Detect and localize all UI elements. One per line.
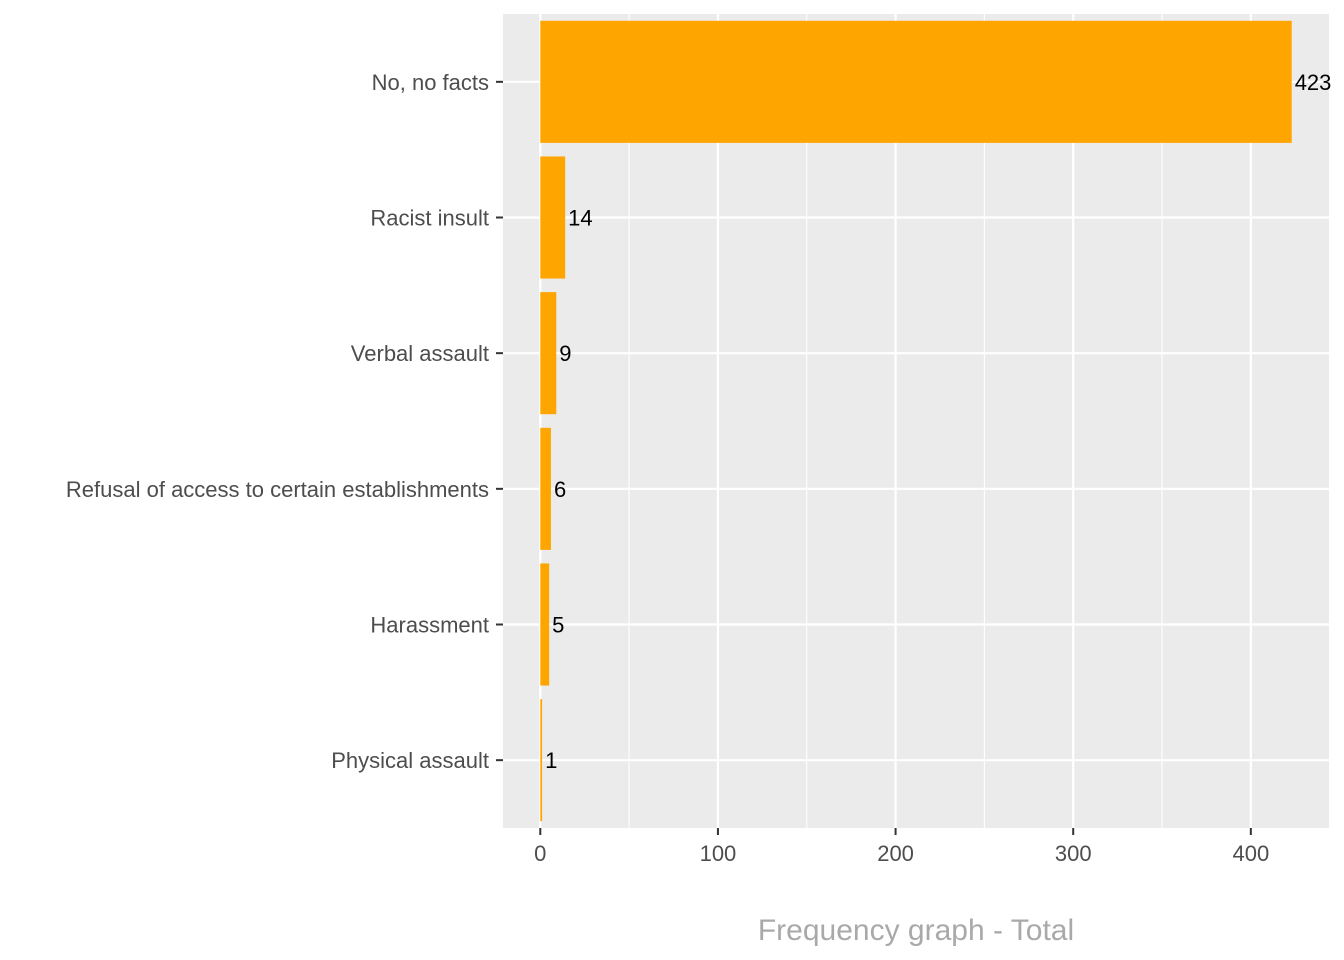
x-axis: 0 100 200 300 400: [534, 828, 1269, 866]
x-tick-label: 300: [1055, 841, 1092, 866]
data-label: 423: [1295, 70, 1332, 95]
x-tick-label: 400: [1232, 841, 1269, 866]
plot-panel: [503, 14, 1329, 828]
bar: [540, 427, 551, 550]
y-tick-label: No, no facts: [372, 70, 489, 95]
y-axis: No, no facts Racist insult Verbal assault R…: [66, 70, 503, 773]
y-tick-label: Verbal assault: [351, 341, 489, 366]
bar: [540, 699, 543, 822]
data-label: 6: [554, 477, 566, 502]
x-tick-label: 0: [534, 841, 546, 866]
y-tick-label: Racist insult: [370, 206, 489, 231]
y-tick-label: Refusal of access to certain establishme…: [66, 477, 489, 502]
x-tick-label: 200: [877, 841, 914, 866]
data-label: 14: [568, 206, 592, 231]
y-tick-label: Harassment: [370, 613, 489, 638]
data-label: 9: [559, 341, 571, 366]
bar: [540, 292, 557, 415]
bar: [540, 156, 566, 279]
data-label: 1: [545, 748, 557, 773]
bar: [540, 563, 550, 686]
y-tick-label: Physical assault: [331, 748, 489, 773]
data-label: 5: [552, 613, 564, 638]
bar: [540, 20, 1292, 143]
bars: [540, 20, 1292, 822]
data-labels: 423 14 9 6 5 1: [545, 70, 1331, 773]
x-axis-title: Frequency graph - Total: [758, 914, 1074, 947]
x-tick-label: 100: [700, 841, 737, 866]
